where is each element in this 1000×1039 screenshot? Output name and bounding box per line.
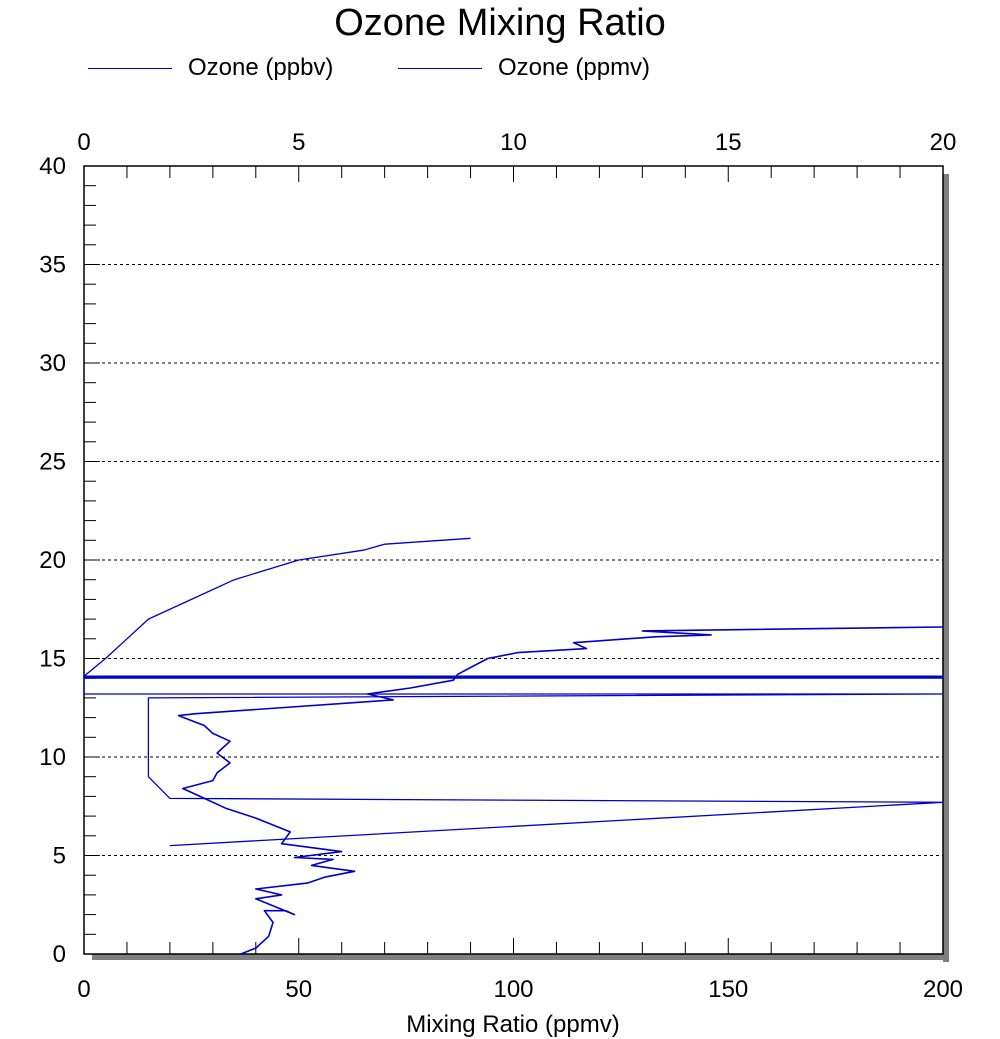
x-axis-title: Mixing Ratio (ppmv) [406, 1011, 619, 1038]
y-tick-label-15: 15 [39, 646, 66, 673]
plot-shadow-bottom [92, 954, 949, 960]
x-bottom-tick-label-50: 50 [285, 976, 312, 1003]
x-top-tick-label-15: 15 [715, 129, 742, 156]
x-bottom-tick-label-0: 0 [77, 976, 90, 1003]
x-bottom-tick-label-100: 100 [493, 976, 533, 1003]
x-top-tick-label-20: 20 [930, 129, 957, 156]
y-tick-label-40: 40 [39, 153, 66, 180]
legend-line-ppmv [398, 68, 482, 69]
y-tick-label-10: 10 [39, 744, 66, 771]
legend-label-ppbv: Ozone (ppbv) [188, 54, 334, 81]
y-tick-label-25: 25 [39, 449, 66, 476]
y-tick-label-5: 5 [53, 843, 66, 870]
x-top-tick-label-10: 10 [500, 129, 527, 156]
y-tick-label-20: 20 [39, 547, 66, 574]
x-bottom-tick-label-150: 150 [708, 976, 748, 1003]
legend-label-ppmv: Ozone (ppmv) [498, 54, 651, 81]
legend-line-ppbv [88, 68, 172, 69]
y-tick-label-35: 35 [39, 252, 66, 279]
plot-shadow-right [943, 174, 949, 962]
x-top-tick-label-0: 0 [77, 129, 90, 156]
x-top-tick-label-5: 5 [292, 129, 305, 156]
x-bottom-tick-label-200: 200 [923, 976, 963, 1003]
y-tick-label-30: 30 [39, 350, 66, 377]
y-tick-label-0: 0 [53, 941, 66, 968]
legend: Ozone (ppbv) Ozone (ppmv) [0, 54, 1000, 84]
chart-title: Ozone Mixing Ratio [334, 2, 666, 44]
series-line-ppbv [177, 626, 944, 955]
